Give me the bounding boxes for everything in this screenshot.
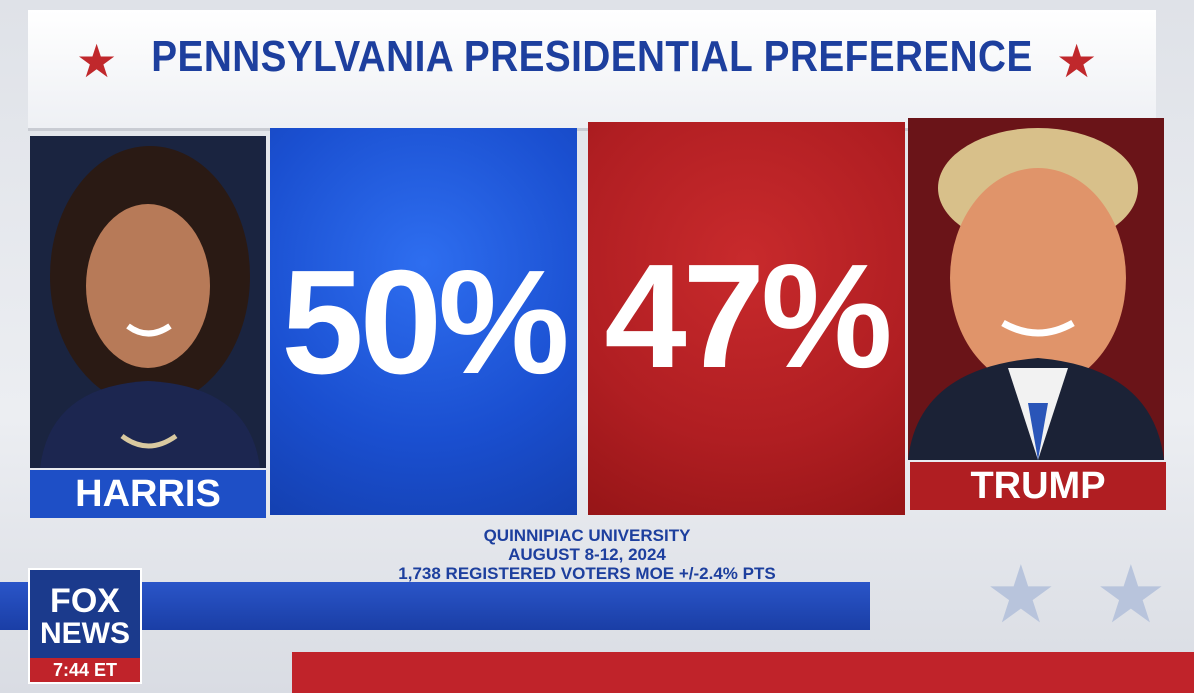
share-panel: 47% (588, 122, 905, 515)
star-icon: ★ (1056, 35, 1098, 87)
clock: 7:44 ET (30, 658, 140, 682)
share-panel: 50% (270, 128, 577, 515)
vote-share: 47% (604, 234, 892, 399)
candidate-photo (30, 136, 266, 468)
candidate-name: TRUMP (910, 462, 1166, 510)
portrait (908, 128, 1164, 460)
star-icon: ★ (76, 35, 118, 87)
vote-share: 50% (281, 240, 569, 405)
star-icon: ★ (1095, 550, 1167, 639)
source-line: AUGUST 8-12, 2024 (508, 545, 666, 564)
source-line: QUINNIPIAC UNIVERSITY (483, 526, 691, 545)
logo-text: FOX (50, 582, 120, 620)
lower-bar (292, 652, 1194, 693)
title: PENNSYLVANIA PRESIDENTIAL PREFERENCE (151, 32, 1033, 81)
source-line: 1,738 REGISTERED VOTERS MOE +/-2.4% PTS (398, 564, 776, 583)
lower-bar (0, 582, 870, 630)
portrait (40, 146, 260, 468)
network-logo: FOX NEWS 7:44 ET (28, 568, 142, 684)
candidate-photo (908, 118, 1164, 460)
candidate-name: HARRIS (30, 470, 266, 518)
logo-text: NEWS (40, 617, 130, 650)
title-banner: ★ ★ PENNSYLVANIA PRESIDENTIAL PREFERENCE (28, 10, 1156, 131)
star-icon: ★ (985, 550, 1057, 639)
source-note: QUINNIPIAC UNIVERSITY AUGUST 8-12, 2024 … (330, 526, 844, 583)
